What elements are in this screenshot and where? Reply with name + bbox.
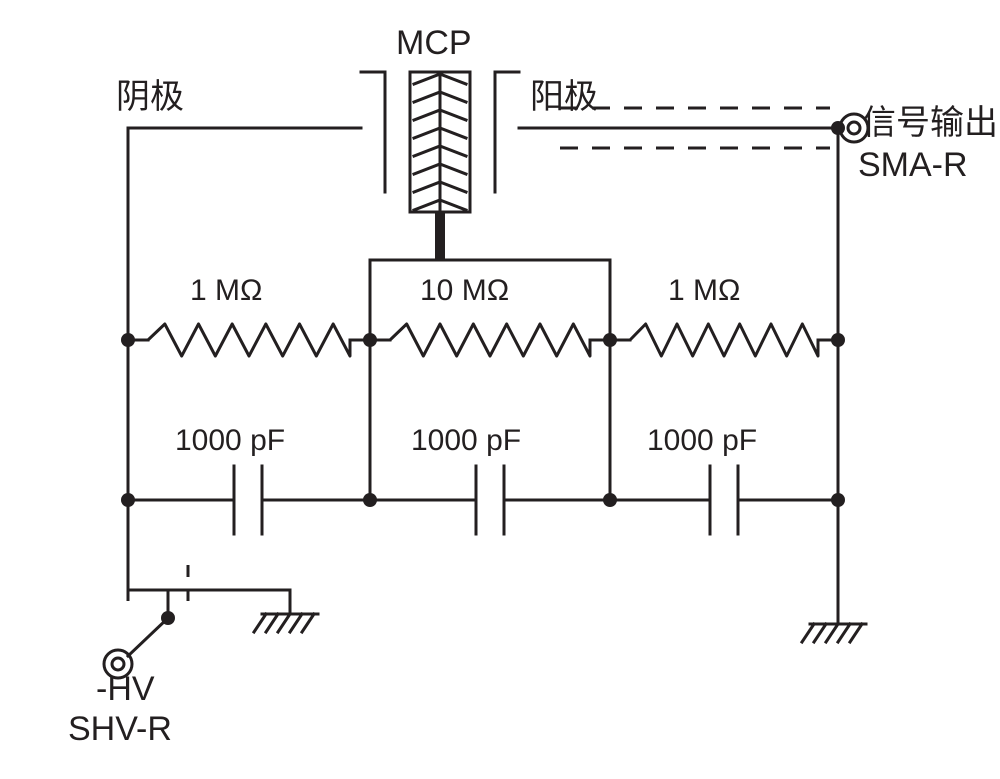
- anode-label: 阳极: [530, 78, 598, 116]
- r3-label: 1 MΩ: [668, 274, 740, 307]
- circuit-diagram: MCP 1 MΩ 10 MΩ 1 MΩ 1000 pF 1000 pF 1000 pF 阴极 阳…: [0, 0, 1000, 779]
- svg-text:1000 pF: 1000 pF: [647, 424, 757, 457]
- shv-r-label: SHV-R: [68, 710, 172, 748]
- svg-text:1000 pF: 1000 pF: [411, 424, 521, 457]
- svg-text:1000 pF: 1000 pF: [175, 424, 285, 457]
- hv-label: -HV: [96, 670, 155, 708]
- cathode-label: 阴极: [116, 78, 184, 116]
- signal-out-label: 信号输出: [862, 104, 998, 142]
- sma-r-label: SMA-R: [858, 146, 968, 184]
- mcp-label: MCP: [396, 24, 472, 62]
- r2-label: 10 MΩ: [420, 274, 509, 307]
- r1-label: 1 MΩ: [190, 274, 262, 307]
